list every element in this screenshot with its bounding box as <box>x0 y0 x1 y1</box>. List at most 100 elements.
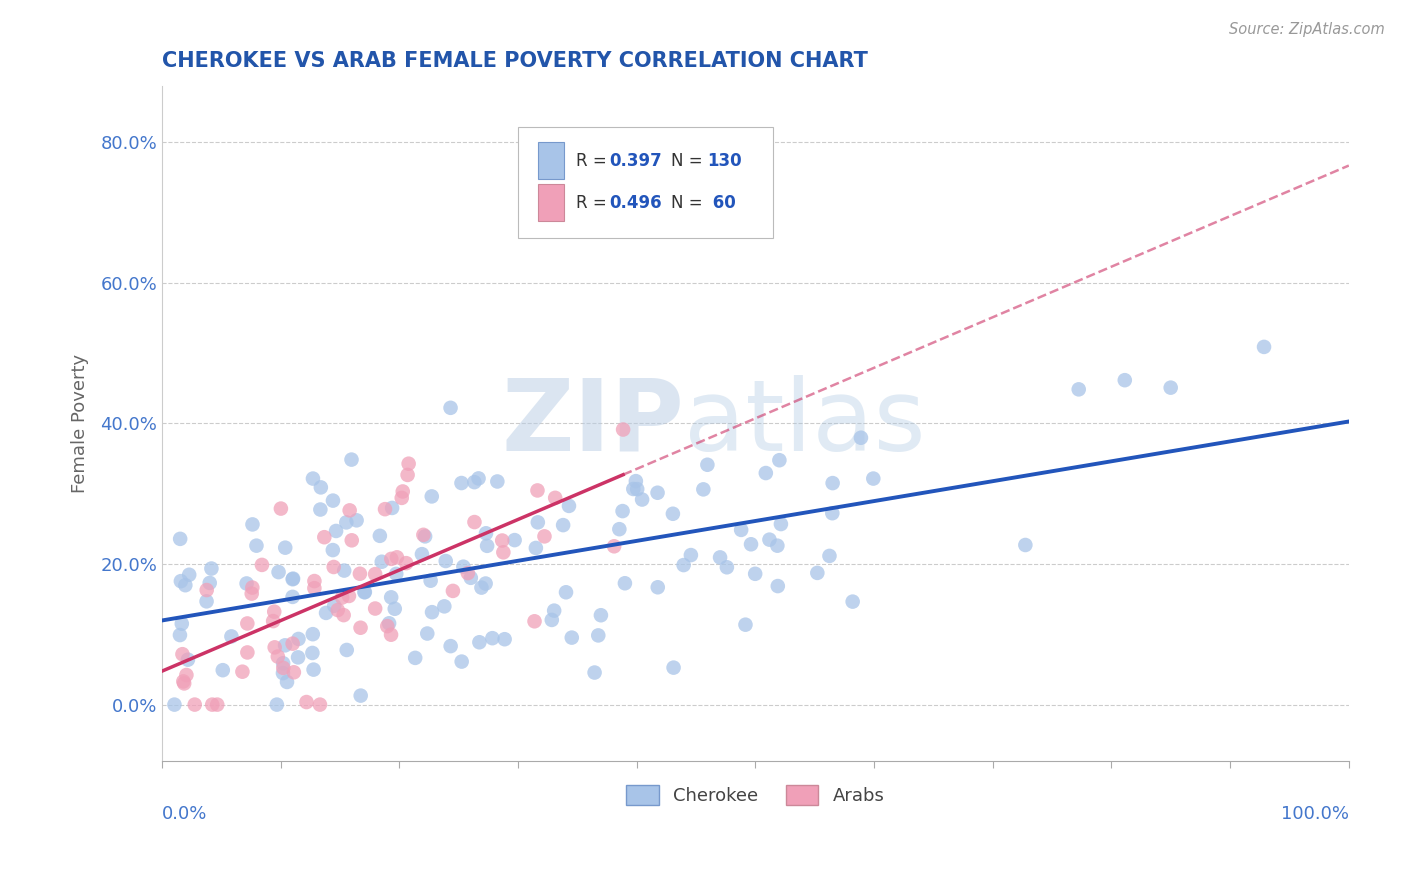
Point <box>470 581 492 595</box>
Point <box>384 601 406 615</box>
FancyBboxPatch shape <box>517 127 773 238</box>
Point <box>716 560 738 574</box>
Point <box>696 458 718 472</box>
Point <box>411 547 433 561</box>
Point <box>267 565 290 579</box>
Point <box>463 515 485 529</box>
Point <box>624 474 647 488</box>
Point <box>163 698 186 712</box>
Point <box>766 579 789 593</box>
Point <box>420 490 443 504</box>
Point <box>211 663 233 677</box>
Point <box>755 466 778 480</box>
Point <box>177 653 200 667</box>
Point <box>413 529 436 543</box>
Text: R =: R = <box>576 152 612 169</box>
Point <box>339 503 361 517</box>
Point <box>662 660 685 674</box>
Point <box>354 585 377 599</box>
Point <box>326 603 349 617</box>
Point <box>263 640 285 655</box>
Point <box>385 550 408 565</box>
Point <box>172 647 194 661</box>
Point <box>494 632 516 647</box>
Point <box>589 608 612 623</box>
Point <box>170 574 193 589</box>
Point <box>287 632 309 646</box>
Point <box>315 606 337 620</box>
Point <box>195 594 218 608</box>
Point <box>270 501 292 516</box>
Point <box>841 594 863 608</box>
Point <box>235 576 257 591</box>
Point <box>169 532 191 546</box>
Text: 130: 130 <box>707 152 741 169</box>
Point <box>195 582 218 597</box>
Point <box>179 567 201 582</box>
Point <box>503 533 526 548</box>
Point <box>371 555 394 569</box>
Point <box>647 485 669 500</box>
Point <box>350 689 373 703</box>
Point <box>330 591 353 605</box>
Point <box>301 646 323 660</box>
Point <box>768 453 790 467</box>
Bar <box>538 142 564 179</box>
Text: N =: N = <box>671 194 709 211</box>
Point <box>544 491 567 505</box>
Point <box>335 516 357 530</box>
Point <box>346 513 368 527</box>
Point <box>304 574 326 588</box>
Point <box>475 539 498 553</box>
Point <box>395 556 418 570</box>
Point <box>821 506 844 520</box>
Point <box>333 564 356 578</box>
Point <box>302 663 325 677</box>
Point <box>231 665 253 679</box>
Point <box>450 655 472 669</box>
Point <box>322 543 344 558</box>
Point <box>236 616 259 631</box>
Point <box>862 472 884 486</box>
Point <box>440 639 463 653</box>
Point <box>281 572 304 586</box>
Point <box>266 698 288 712</box>
Point <box>526 483 548 498</box>
Point <box>396 467 419 482</box>
Point <box>543 604 565 618</box>
Point <box>381 500 404 515</box>
Point <box>271 661 294 675</box>
Point <box>740 537 762 551</box>
Point <box>221 629 243 643</box>
Point <box>174 578 197 592</box>
Text: 100.0%: 100.0% <box>1281 805 1348 822</box>
Point <box>274 638 297 652</box>
Point <box>304 581 326 595</box>
Point <box>468 635 491 649</box>
Text: atlas: atlas <box>685 375 927 472</box>
Point <box>420 605 443 619</box>
Point <box>340 452 363 467</box>
Point <box>375 619 398 633</box>
Point <box>613 576 636 591</box>
Point <box>475 526 498 541</box>
Point <box>287 650 309 665</box>
Point <box>439 401 461 415</box>
Point <box>481 631 503 645</box>
Text: 0.0%: 0.0% <box>162 805 208 822</box>
Point <box>583 665 606 680</box>
Point <box>385 566 408 581</box>
Point <box>631 492 654 507</box>
Point <box>207 698 229 712</box>
Point <box>612 423 634 437</box>
Point <box>818 549 841 563</box>
Point <box>336 643 359 657</box>
Point <box>309 502 332 516</box>
Y-axis label: Female Poverty: Female Poverty <box>72 354 89 493</box>
Point <box>172 674 194 689</box>
Point <box>322 560 344 574</box>
Point <box>1114 373 1136 387</box>
Point <box>1253 340 1275 354</box>
Point <box>198 576 221 591</box>
Text: N =: N = <box>671 152 709 169</box>
